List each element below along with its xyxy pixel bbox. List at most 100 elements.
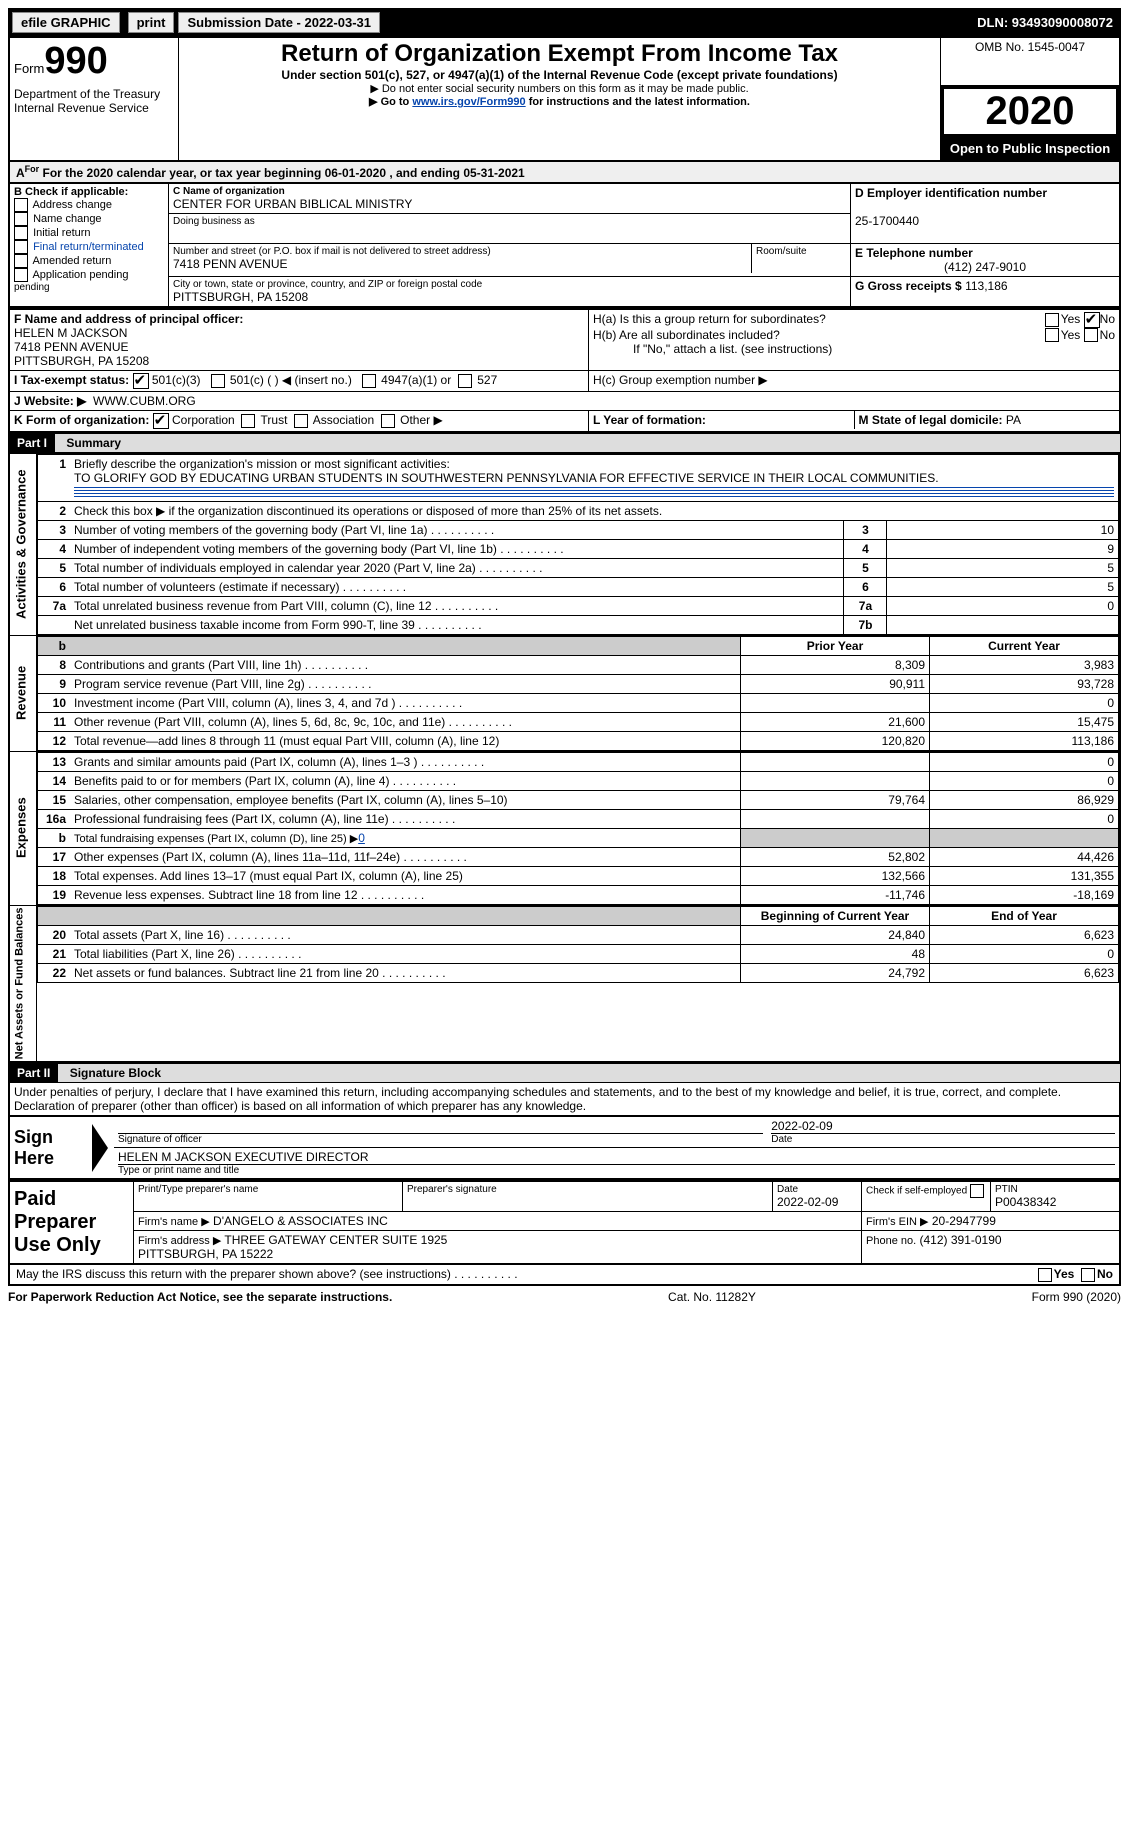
city-state-zip: PITTSBURGH, PA 15208: [173, 290, 846, 304]
d-label: D Employer identification number: [855, 186, 1047, 200]
l4-label: Number of independent voting members of …: [74, 542, 564, 556]
ein-value: 25-1700440: [855, 214, 919, 228]
prior-year-head: Prior Year: [741, 636, 930, 655]
tax-year-line: For the 2020 calendar year, or tax year …: [43, 166, 525, 180]
l8-label: Contributions and grants (Part VIII, lin…: [74, 658, 368, 672]
dln-label: DLN: 93493090008072: [977, 15, 1121, 30]
efile-graphic-button[interactable]: efile GRAPHIC: [12, 12, 120, 33]
l21-label: Total liabilities (Part X, line 26): [74, 947, 301, 961]
l21-eoy: 0: [930, 944, 1119, 963]
prep-date-label: Date: [777, 1184, 857, 1195]
l15-curr: 86,929: [930, 790, 1119, 809]
k-label: K Form of organization:: [14, 413, 149, 427]
l12-prior: 120,820: [741, 731, 930, 750]
dba-label: Doing business as: [173, 216, 846, 227]
b-addr-change: Address change: [32, 198, 112, 210]
city-label: City or town, state or province, country…: [173, 279, 846, 290]
l21-boy: 48: [741, 944, 930, 963]
form-header-table: Form990 Return of Organization Exempt Fr…: [8, 36, 1121, 162]
print-button[interactable]: print: [128, 12, 175, 33]
l19-label: Revenue less expenses. Subtract line 18 …: [74, 888, 424, 902]
firm-name: D'ANGELO & ASSOCIATES INC: [213, 1214, 388, 1228]
part2-title: Signature Block: [62, 1066, 161, 1080]
l11-prior: 21,600: [741, 712, 930, 731]
l12-label: Total revenue—add lines 8 through 11 (mu…: [74, 734, 499, 748]
side-governance: Activities & Governance: [9, 453, 37, 635]
l20-eoy: 6,623: [930, 925, 1119, 944]
telephone-value: (412) 247-9010: [855, 260, 1115, 274]
type-name-label: Type or print name and title: [118, 1164, 1115, 1176]
officer-name-title: HELEN M JACKSON EXECUTIVE DIRECTOR: [118, 1150, 369, 1164]
c-label: C Name of organization: [173, 186, 285, 197]
l15-label: Salaries, other compensation, employee b…: [74, 793, 508, 807]
l6-label: Total number of volunteers (estimate if …: [74, 580, 406, 594]
l16b-label: Total fundraising expenses (Part IX, col…: [74, 833, 358, 845]
l17-label: Other expenses (Part IX, column (A), lin…: [74, 850, 467, 864]
ptin-label: PTIN: [995, 1184, 1115, 1195]
tax-year: 2020: [941, 86, 1119, 137]
officer-name: HELEN M JACKSON: [14, 326, 127, 340]
dept-treasury: Department of the Treasury Internal Reve…: [9, 85, 179, 161]
ha-label: H(a) Is this a group return for subordin…: [593, 312, 1045, 328]
b-final: Final return/terminated: [33, 240, 144, 252]
l20-label: Total assets (Part X, line 16): [74, 928, 291, 942]
l9-prior: 90,911: [741, 674, 930, 693]
l17-curr: 44,426: [930, 847, 1119, 866]
prep-name-label: Print/Type preparer's name: [138, 1184, 398, 1195]
l22-boy: 24,792: [741, 963, 930, 982]
l19-prior: -11,746: [741, 885, 930, 904]
l14-curr: 0: [930, 771, 1119, 790]
part1-body: Activities & Governance 1 Briefly descri…: [8, 453, 1121, 1064]
sig-date-value: 2022-02-09: [771, 1119, 832, 1133]
part2-tag: Part II: [9, 1064, 58, 1082]
m-label: M State of legal domicile:: [859, 413, 1003, 427]
l10-prior: [741, 693, 930, 712]
l13-curr: 0: [930, 752, 1119, 771]
discuss-label: May the IRS discuss this return with the…: [16, 1267, 518, 1282]
sign-here-label: Sign Here: [9, 1116, 88, 1179]
room-suite-label: Room/suite: [752, 244, 851, 273]
l8-curr: 3,983: [930, 655, 1119, 674]
part1-tag: Part I: [9, 434, 55, 452]
l12-curr: 113,186: [930, 731, 1119, 750]
l-label: L Year of formation:: [593, 413, 706, 427]
efile-topbar: efile GRAPHIC print Submission Date - 20…: [8, 8, 1121, 36]
g-label: G Gross receipts $: [855, 279, 962, 293]
eoy-head: End of Year: [930, 906, 1119, 925]
k-corp-checked: [153, 413, 169, 429]
l18-curr: 131,355: [930, 866, 1119, 885]
officer-addr2: PITTSBURGH, PA 15208: [14, 354, 149, 368]
l22-eoy: 6,623: [930, 963, 1119, 982]
irs-link[interactable]: www.irs.gov/Form990: [412, 96, 525, 108]
l16a-label: Professional fundraising fees (Part IX, …: [74, 812, 455, 826]
paperwork-notice: For Paperwork Reduction Act Notice, see …: [8, 1290, 392, 1304]
gross-receipts: 113,186: [965, 279, 1008, 293]
ptin-value: P00438342: [995, 1195, 1056, 1209]
form-title: Return of Organization Exempt From Incom…: [183, 40, 936, 68]
page-footer: For Paperwork Reduction Act Notice, see …: [8, 1286, 1121, 1304]
form-version: Form 990 (2020): [1032, 1290, 1121, 1304]
perjury-declaration: Under penalties of perjury, I declare th…: [8, 1083, 1121, 1115]
m-value: PA: [1006, 413, 1021, 427]
l11-label: Other revenue (Part VIII, column (A), li…: [74, 715, 512, 729]
501c3-checked: [133, 373, 149, 389]
form-number: 990: [44, 40, 107, 82]
hc-label: H(c) Group exemption number ▶: [589, 370, 1121, 391]
prep-sig-label: Preparer's signature: [407, 1184, 768, 1195]
hb-label: H(b) Are all subordinates included?: [593, 328, 1045, 343]
omb-number: OMB No. 1545-0047: [941, 37, 1121, 85]
open-inspection: Open to Public Inspection: [941, 137, 1119, 160]
street-address: 7418 PENN AVENUE: [173, 257, 747, 271]
i-label: I Tax-exempt status:: [14, 373, 129, 387]
l19-curr: -18,169: [930, 885, 1119, 904]
submission-date-label: Submission Date - 2022-03-31: [178, 12, 380, 33]
firm-addr-label: Firm's address ▶: [138, 1235, 221, 1247]
l1-label: Briefly describe the organization's miss…: [74, 457, 450, 471]
sign-arrow-icon: [92, 1124, 108, 1172]
warn-ssn: ▶ Do not enter social security numbers o…: [183, 82, 936, 95]
sig-officer-label: Signature of officer: [118, 1133, 763, 1145]
l18-prior: 132,566: [741, 866, 930, 885]
ha-no-checked: [1084, 312, 1100, 328]
mission-text: TO GLORIFY GOD BY EDUCATING URBAN STUDEN…: [74, 471, 939, 485]
l2-label: Check this box ▶ if the organization dis…: [74, 504, 662, 518]
